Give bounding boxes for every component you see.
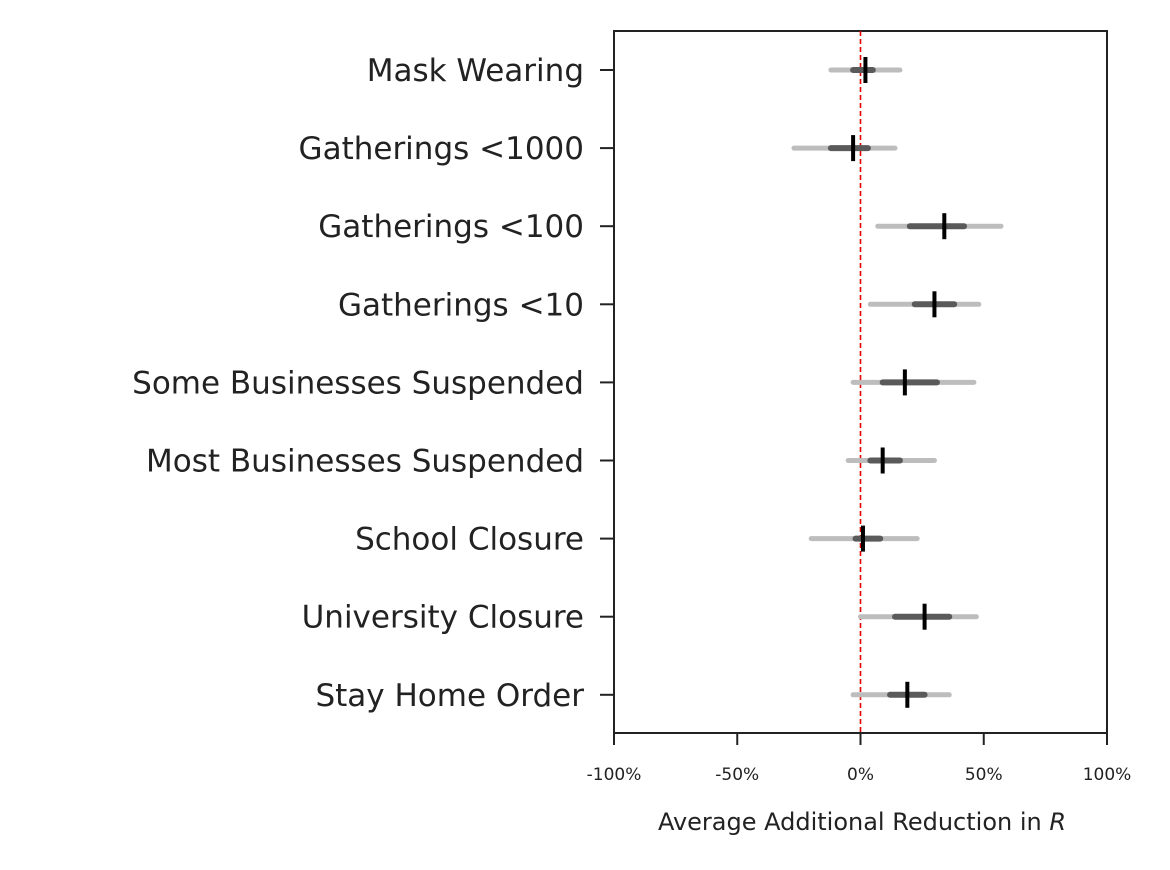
x-tick-label: -50% xyxy=(715,765,759,785)
category-label: School Closure xyxy=(355,522,584,558)
category-label: University Closure xyxy=(302,600,584,636)
x-axis-ticks: -100% -50% 0% 50% 100% xyxy=(587,733,1132,785)
x-tick-label: -100% xyxy=(587,765,642,785)
category-label: Stay Home Order xyxy=(315,678,584,714)
category-label: Some Businesses Suspended xyxy=(132,365,584,401)
x-axis-label-text: Average Additional Reduction in xyxy=(658,808,1042,836)
x-axis-label-variable: R xyxy=(1049,808,1066,836)
x-tick-label: 100% xyxy=(1083,765,1132,785)
x-tick-label: 50% xyxy=(965,765,1003,785)
category-label: Mask Wearing xyxy=(367,53,584,89)
y-axis-labels: Mask Wearing Gatherings <1000 Gatherings <… xyxy=(132,53,614,714)
category-label: Gatherings <1000 xyxy=(299,131,584,167)
category-label: Gatherings <100 xyxy=(318,209,584,245)
x-axis-label: Average Additional Reduction in R xyxy=(658,808,1066,836)
category-label: Gatherings <10 xyxy=(338,287,584,323)
plot-area xyxy=(613,30,1108,734)
x-tick-label: 0% xyxy=(847,765,874,785)
category-label: Most Businesses Suspended xyxy=(146,444,584,480)
